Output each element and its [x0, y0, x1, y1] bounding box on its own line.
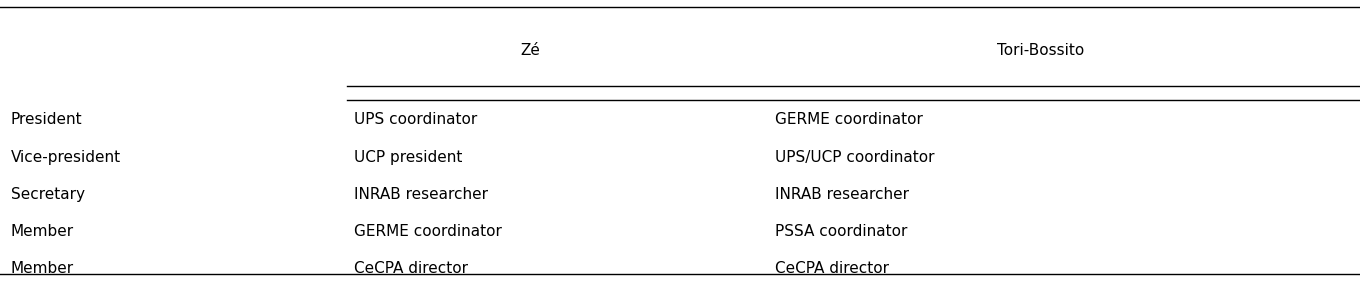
- Text: Member: Member: [11, 224, 73, 239]
- Text: UPS coordinator: UPS coordinator: [354, 112, 477, 127]
- Text: Vice-president: Vice-president: [11, 149, 121, 165]
- Text: GERME coordinator: GERME coordinator: [354, 224, 502, 239]
- Text: Tori-Bossito: Tori-Bossito: [997, 43, 1084, 58]
- Text: GERME coordinator: GERME coordinator: [775, 112, 923, 127]
- Text: Secretary: Secretary: [11, 187, 84, 202]
- Text: INRAB researcher: INRAB researcher: [775, 187, 910, 202]
- Text: CeCPA director: CeCPA director: [775, 261, 889, 276]
- Text: PSSA coordinator: PSSA coordinator: [775, 224, 907, 239]
- Text: Member: Member: [11, 261, 73, 276]
- Text: President: President: [11, 112, 83, 127]
- Text: Zé: Zé: [521, 43, 540, 58]
- Text: CeCPA director: CeCPA director: [354, 261, 468, 276]
- Text: INRAB researcher: INRAB researcher: [354, 187, 488, 202]
- Text: UPS/UCP coordinator: UPS/UCP coordinator: [775, 149, 934, 165]
- Text: UCP president: UCP president: [354, 149, 462, 165]
